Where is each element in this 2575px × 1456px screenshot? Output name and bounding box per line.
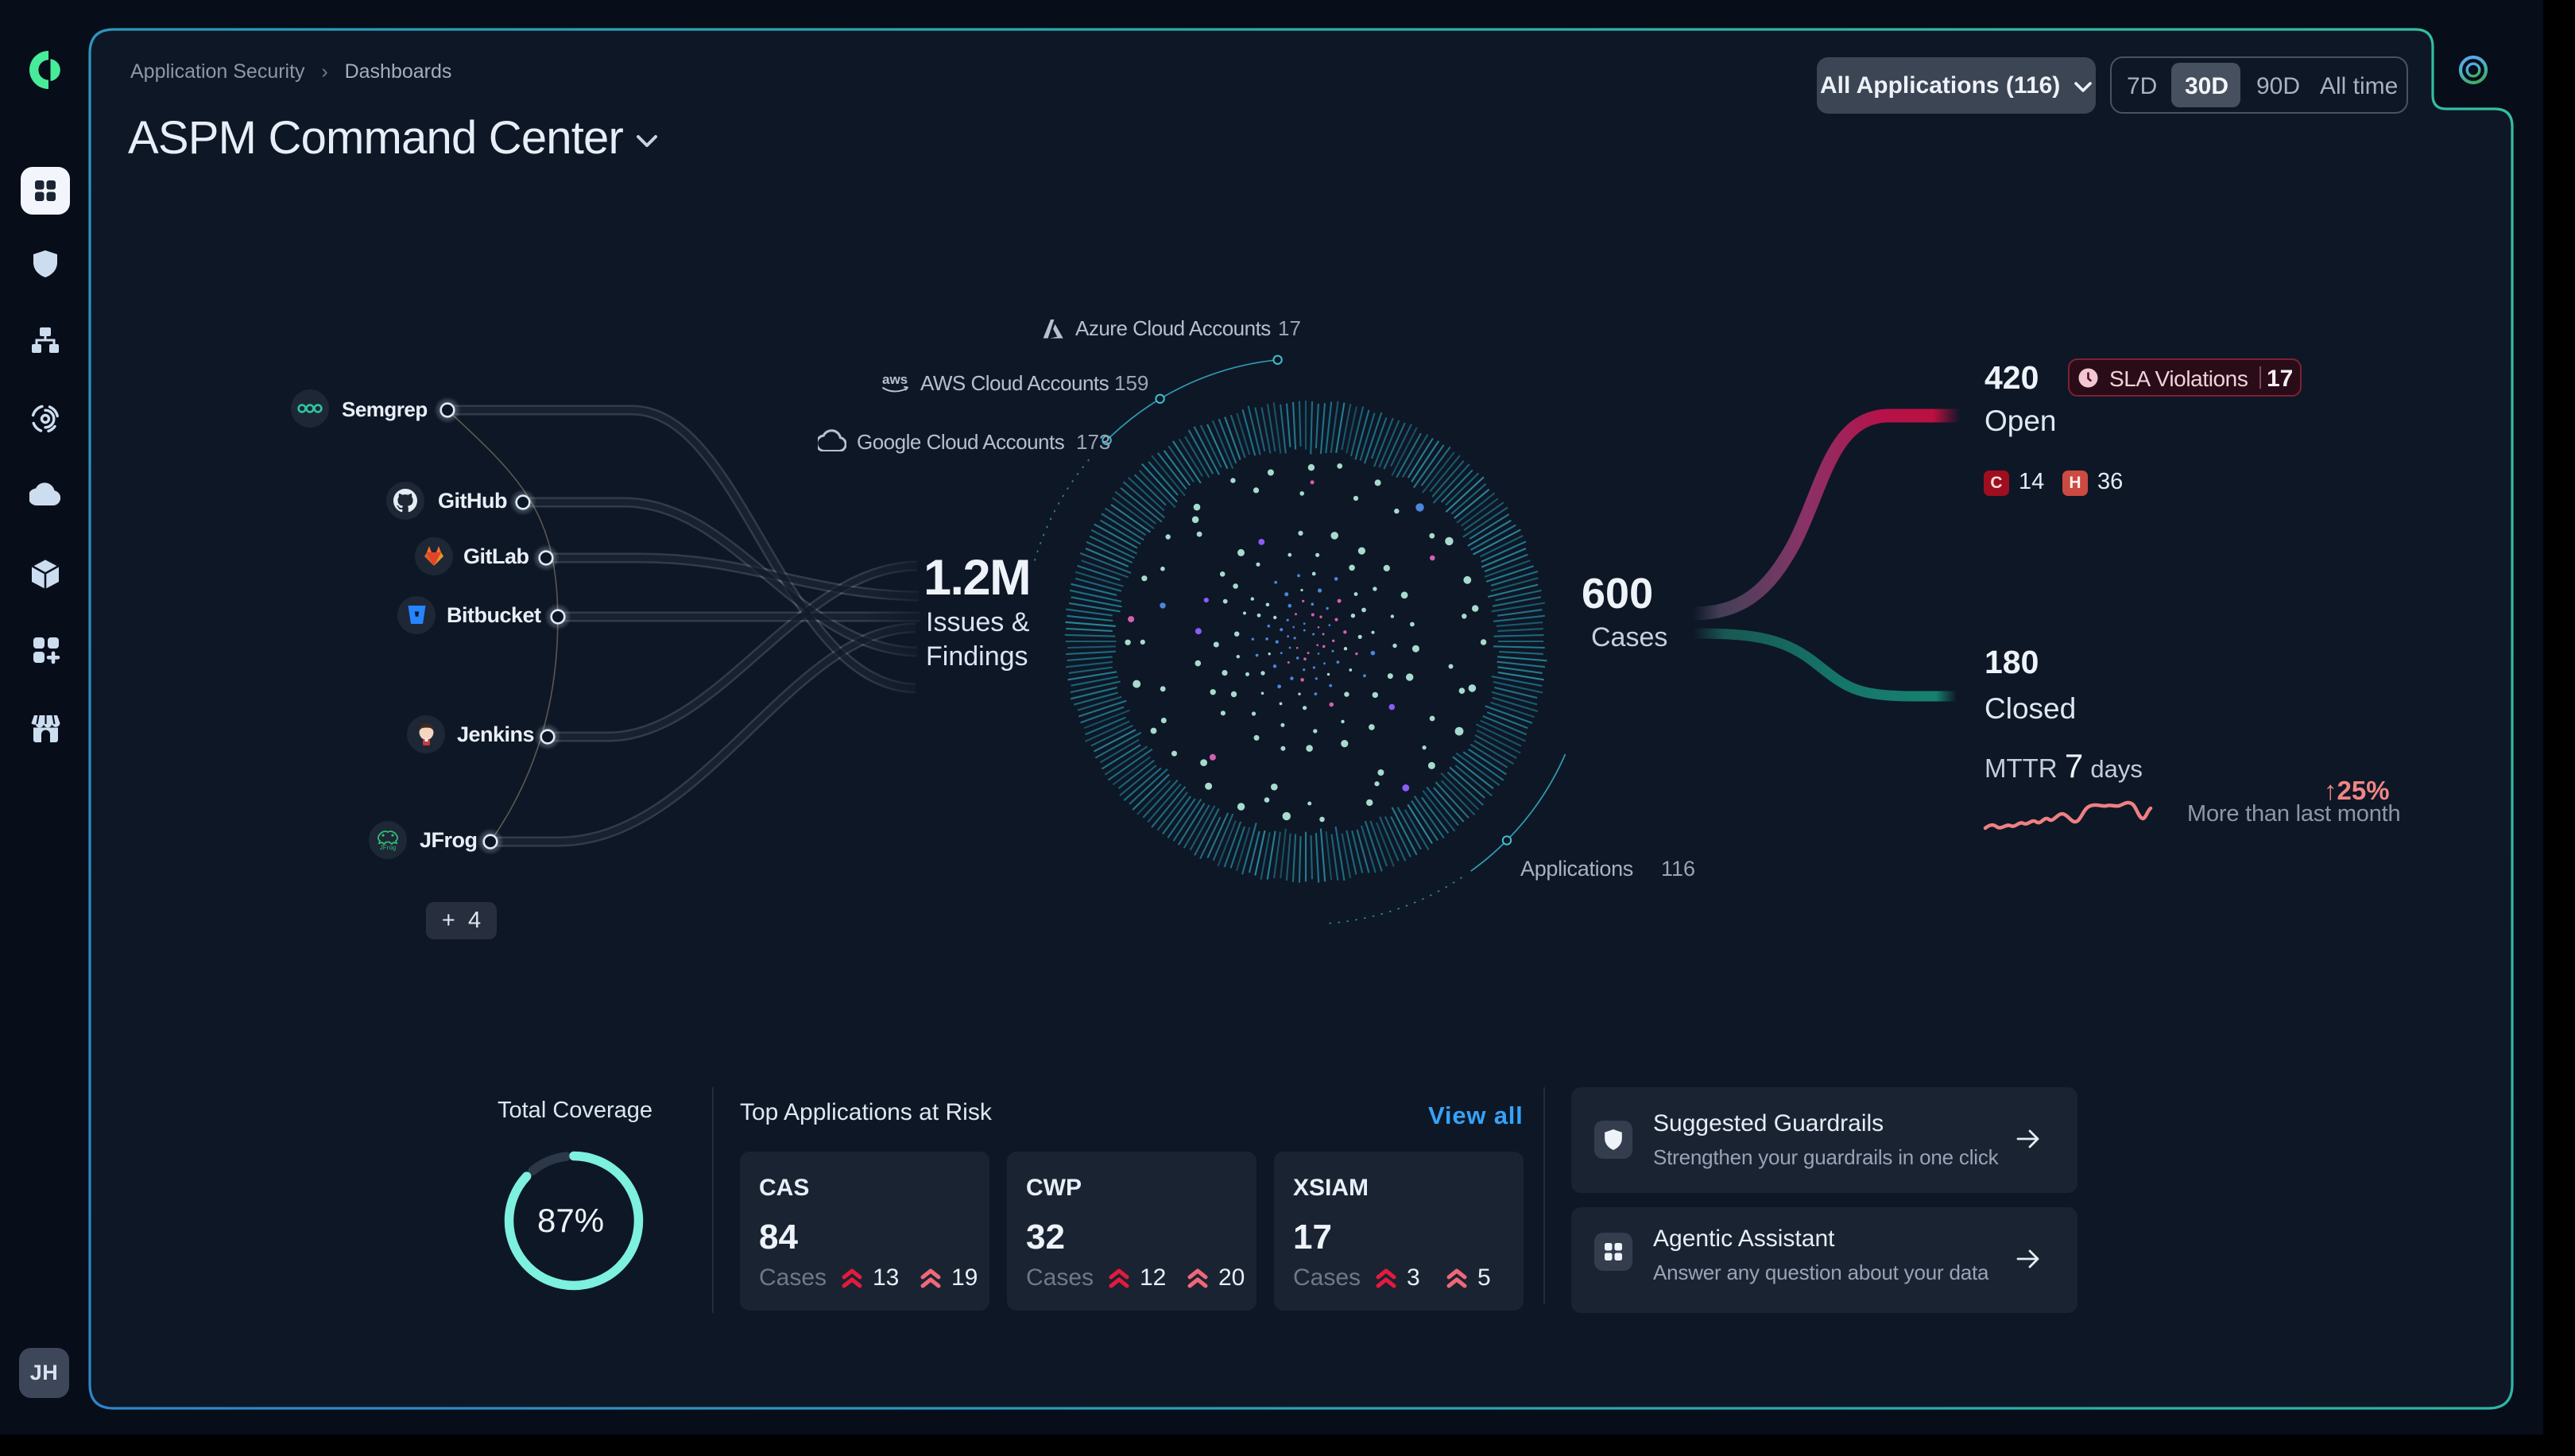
svg-text:JFrog: JFrog [380,844,396,851]
svg-text:aws: aws [882,372,908,387]
